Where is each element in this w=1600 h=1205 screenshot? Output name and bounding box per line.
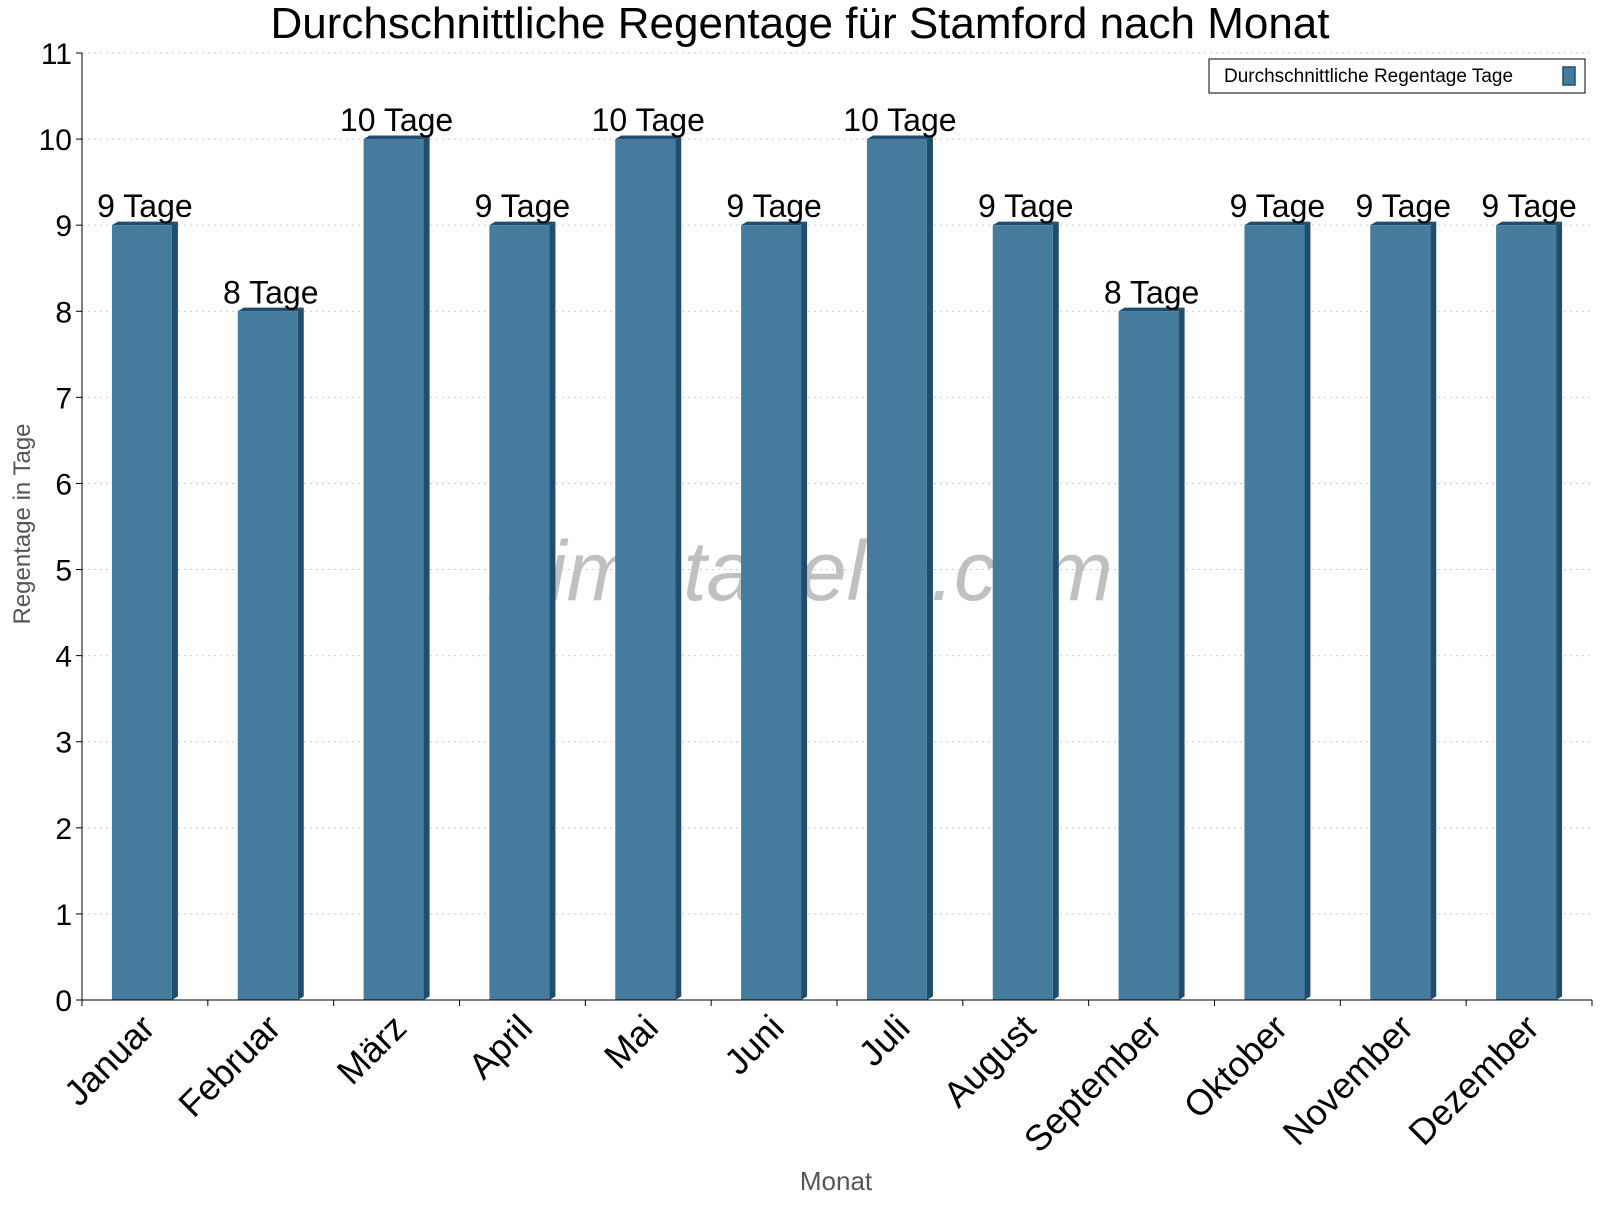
bar-top [1370,221,1437,226]
bar-side [801,221,808,1001]
bar-top [741,221,808,226]
bar-top [1244,221,1311,226]
y-tick-label: 4 [55,641,72,674]
bar-side [675,135,682,1000]
bar-top [363,135,430,140]
data-label: 10 Tage [592,102,705,138]
y-tick-label: 1 [55,899,72,932]
bar [489,225,550,1000]
bar [237,311,298,1001]
y-tick-label: 3 [55,727,72,760]
legend-swatch [1562,66,1576,86]
data-label: 10 Tage [843,102,956,138]
bar [1496,225,1557,1000]
x-tick-label: September [1016,1007,1170,1161]
bar [1370,225,1431,1000]
bar [992,225,1053,1000]
bar-side [926,135,933,1000]
bars [111,135,1563,1001]
bar [363,139,424,1000]
y-axis-title: Regentage in Tage [9,423,36,624]
y-tick-label: 0 [55,985,72,1018]
legend: Durchschnittliche Regentage Tage [1208,58,1586,94]
bar-top [111,221,178,226]
data-label: 8 Tage [1104,274,1200,310]
y-tick-label: 5 [55,555,72,588]
y-tick-label: 2 [55,813,72,846]
x-axis-title: Monat [800,1166,873,1196]
bar-top [866,135,933,140]
y-tick-label: 7 [55,382,72,415]
data-label: 9 Tage [97,188,193,224]
bar-top [1118,307,1185,312]
gridlines [82,52,1592,915]
bar-side [1556,221,1563,1001]
data-label: 9 Tage [1356,188,1452,224]
data-label: 9 Tage [1230,188,1326,224]
bar-side [297,307,304,1000]
data-labels: 9 Tage 8 Tage 10 Tage 9 Tage 10 Tage 9 Tage 10… [97,102,1577,310]
x-tick-label: Februar [170,1007,288,1125]
bar-side [1178,307,1185,1000]
bar-top [489,221,556,226]
legend-label: Durchschnittliche Regentage Tage [1224,66,1513,87]
bar-side [549,221,556,1001]
bar [1118,311,1179,1001]
bar-top [1496,221,1563,226]
bar-side [1052,221,1059,1001]
bar [741,225,802,1000]
bar [866,139,927,1000]
y-tick-label: 9 [55,210,72,243]
bar-top [615,135,682,140]
data-label: 10 Tage [340,102,453,138]
bar-side [1430,221,1437,1001]
x-tick-label: März [329,1007,415,1093]
x-tick-label: Dezember [1400,1007,1546,1153]
bar-side [1304,221,1311,1001]
x-tick-label: Oktober [1176,1007,1296,1127]
chart-title: Durchschnittliche Regentage für Stamford… [270,0,1329,48]
x-tick-label: Juli [850,1007,917,1074]
x-tick-label: Mai [596,1007,666,1077]
bar-top [237,307,304,312]
x-tick-label: November [1274,1007,1420,1153]
data-label: 9 Tage [978,188,1074,224]
y-tick-label: 10 [39,124,72,157]
bar-top [992,221,1059,226]
data-label: 9 Tage [726,188,822,224]
bar [1244,225,1305,1000]
bar [111,225,172,1000]
x-tick-label: Januar [56,1007,163,1114]
x-tick-label: April [460,1007,540,1087]
data-label: 9 Tage [475,188,571,224]
y-tick-label: 8 [55,296,72,329]
y-tick-label: 6 [55,468,72,501]
legend-box [1208,58,1586,94]
data-label: 9 Tage [1481,188,1577,224]
x-tick-label: August [935,1007,1043,1115]
data-label: 8 Tage [223,274,319,310]
bar-side [423,135,430,1000]
bar [615,139,676,1000]
bar-side [171,221,178,1001]
y-tick-label: 11 [41,38,72,71]
x-tick-label: Juni [716,1007,792,1083]
